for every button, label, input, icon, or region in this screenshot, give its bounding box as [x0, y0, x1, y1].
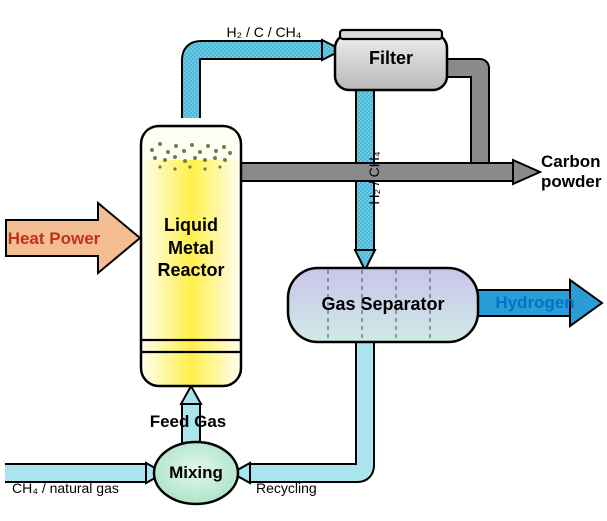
pipe-reactor-to-filter: [191, 50, 322, 118]
h2-ch4-label: H₂ / CH₄: [366, 148, 382, 208]
ch4-ng-label: CH₄ / natural gas: [12, 480, 119, 496]
feed-gas-label: Feed Gas: [128, 412, 248, 432]
separator-label: Gas Separator: [288, 294, 478, 315]
pipe-recycling: [248, 340, 365, 473]
pipes: [5, 40, 602, 483]
carbon-label: Carbonpowder: [541, 152, 607, 191]
filter-label: Filter: [335, 48, 447, 69]
h2-c-ch4-label: H₂ / C / CH₄: [204, 24, 324, 40]
heat-power-label: Heat Power: [6, 229, 102, 249]
recycling-label: Recycling: [256, 480, 317, 496]
mixing-label: Mixing: [156, 463, 236, 483]
hydrogen-label: Hydrogen: [488, 293, 582, 313]
reactor-label: Liquid Metal Reactor: [141, 214, 241, 282]
